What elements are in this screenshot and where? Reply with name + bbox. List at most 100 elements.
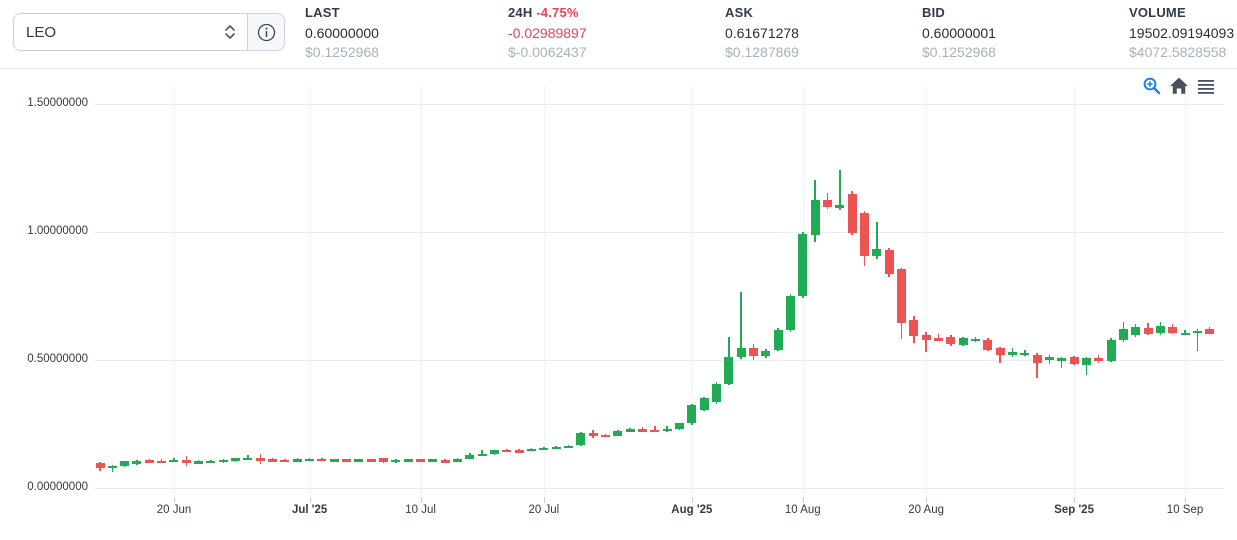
candle-body <box>157 460 167 464</box>
candle-body <box>181 460 191 463</box>
candle-body <box>724 357 734 384</box>
stat-bid-usd: $0.1252968 <box>922 44 996 60</box>
candle-body <box>896 269 906 323</box>
candle-body <box>1168 327 1178 333</box>
stat-last-value: 0.60000000 <box>305 25 379 41</box>
candle-body <box>1155 325 1165 334</box>
candle-body <box>1106 340 1116 361</box>
candle-body <box>292 459 302 462</box>
candle-wick <box>1085 356 1088 375</box>
candle-body <box>317 458 327 462</box>
candle-body <box>798 233 808 296</box>
pair-select[interactable]: LEO <box>14 14 248 50</box>
x-axis-tick <box>309 497 311 503</box>
candle-body <box>1192 330 1202 334</box>
grid-line-v <box>1185 86 1187 497</box>
candle-body <box>514 450 524 453</box>
candle-body <box>1180 332 1190 336</box>
zoom-in-button[interactable] <box>1142 76 1162 96</box>
candle-body <box>921 334 931 340</box>
candle-body <box>268 459 278 462</box>
candle-body <box>1057 358 1067 361</box>
stat-bid-value: 0.60000001 <box>922 25 996 41</box>
candle-body <box>1069 357 1079 364</box>
candle-body <box>1094 358 1104 361</box>
grid-line-v <box>420 86 422 497</box>
info-button[interactable] <box>248 14 284 50</box>
candle-body <box>625 429 635 432</box>
x-axis-tick <box>173 497 175 503</box>
chart-toolbar <box>1142 76 1216 96</box>
candle-body <box>539 447 549 451</box>
candle-body <box>243 457 253 461</box>
candle-body <box>1032 354 1042 363</box>
candle-body <box>329 459 339 462</box>
pair-select-value: LEO <box>26 23 57 41</box>
candle-body <box>909 320 919 337</box>
candle-body <box>847 193 857 233</box>
grid-line-v <box>691 86 693 497</box>
x-axis-label: 20 Aug <box>908 504 945 516</box>
x-axis-tick <box>420 497 422 503</box>
stat-ask-usd: $0.1287869 <box>725 44 799 60</box>
grid-line-h <box>95 104 1224 105</box>
home-button[interactable] <box>1169 76 1189 96</box>
candle-body <box>453 458 463 462</box>
candle-body <box>1020 352 1030 356</box>
candle-body <box>601 434 611 438</box>
candle-body <box>946 336 956 345</box>
zoom-in-icon <box>1143 77 1161 95</box>
candle-body <box>403 459 413 462</box>
candle-wick <box>925 332 927 352</box>
candle-body <box>144 460 154 463</box>
stat-24h-pct: -4.75% <box>536 5 579 20</box>
candle-body <box>305 458 315 462</box>
grid-line-v <box>309 86 311 497</box>
candle-body <box>95 462 105 469</box>
x-axis-tick <box>543 497 545 503</box>
candle-wick <box>247 455 249 460</box>
y-axis-label: 0.50000000 <box>27 353 88 365</box>
candle-body <box>107 465 117 469</box>
candle-body <box>995 348 1005 355</box>
candle-body <box>1081 357 1091 365</box>
candle-body <box>859 212 869 257</box>
candle-body <box>785 296 795 331</box>
candle-body <box>810 200 820 236</box>
stat-ask: ASK 0.61671278 $0.1287869 <box>725 5 799 62</box>
stat-volume-value: 19502.09194093 <box>1129 25 1235 41</box>
candle-body <box>379 458 389 463</box>
candle-body <box>440 460 450 463</box>
candle-wick <box>740 292 742 360</box>
candle-body <box>1131 326 1141 335</box>
stat-24h-value: -0.02989897 <box>508 25 587 41</box>
candle-body <box>638 429 648 432</box>
stat-bid-label: BID <box>922 5 945 20</box>
stat-volume: VOLUME 19502.09194093 $4072.5828558 <box>1129 5 1234 62</box>
stat-bid: BID 0.60000001 $0.1252968 <box>922 5 996 62</box>
candle-body <box>502 449 512 453</box>
candle-wick <box>1196 328 1199 352</box>
candle-body <box>773 330 783 350</box>
candle-wick <box>1036 353 1038 378</box>
candle-body <box>650 429 660 433</box>
candle-body <box>970 338 980 342</box>
y-axis-label: 0.00000000 <box>27 481 88 493</box>
stat-ask-label: ASK <box>725 5 754 20</box>
candle-body <box>1007 352 1017 355</box>
candle-body <box>1205 329 1215 335</box>
candle-body <box>342 459 352 462</box>
home-icon <box>1170 77 1188 94</box>
candle-body <box>231 458 241 461</box>
x-axis-tick <box>926 497 928 503</box>
candle-body <box>490 450 500 455</box>
candle-body <box>1118 328 1128 341</box>
candle-body <box>933 338 943 341</box>
menu-button[interactable] <box>1196 76 1216 96</box>
candle-body <box>588 433 598 436</box>
stat-24h-usd: $-0.0062437 <box>508 44 587 60</box>
info-icon <box>257 23 275 41</box>
stat-last: LAST 0.60000000 $0.1252968 <box>305 5 379 62</box>
candle-body <box>1044 357 1054 360</box>
